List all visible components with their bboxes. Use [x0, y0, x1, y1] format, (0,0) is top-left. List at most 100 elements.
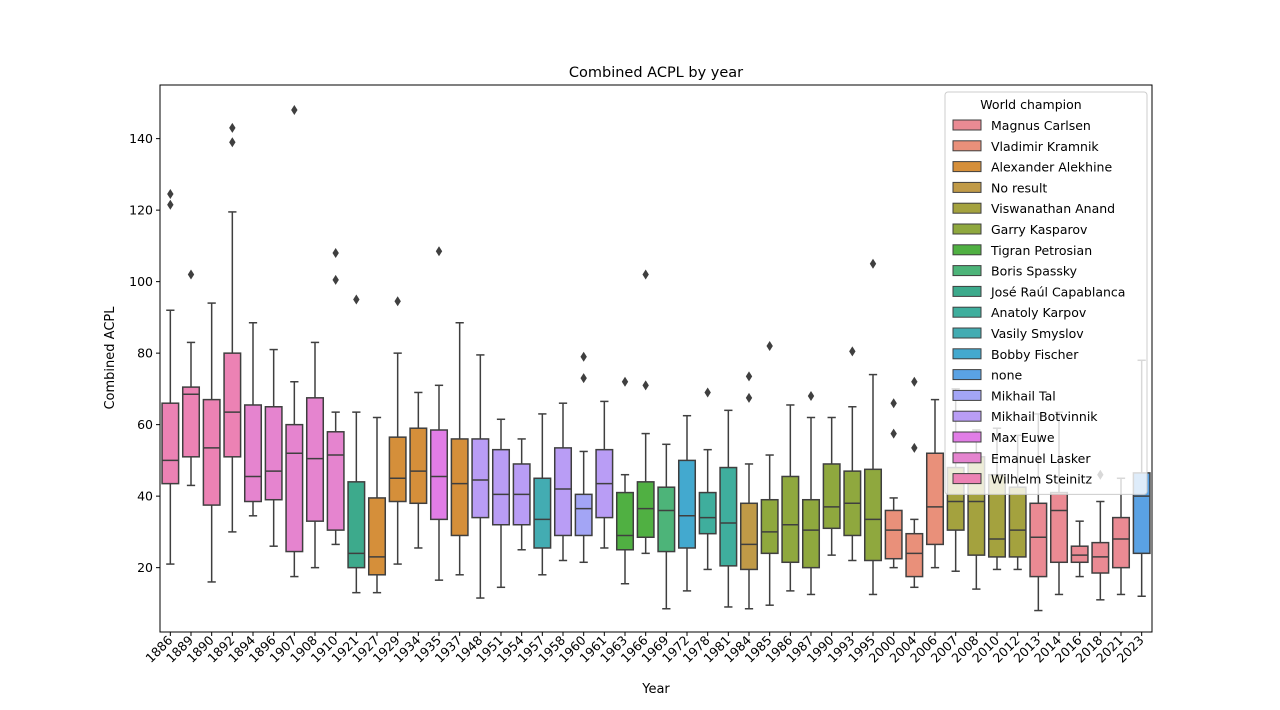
legend-entry: Bobby Fischer: [952, 347, 1079, 362]
legend-swatch: [952, 202, 982, 214]
legend-swatch: [952, 431, 982, 443]
box-1910: [326, 248, 345, 546]
outlier-point: [167, 199, 174, 210]
chart-title: Combined ACPL by year: [569, 65, 743, 81]
legend: World champion Magnus Carlsen Vladimir Kra…: [944, 91, 1148, 495]
y-tick-label: 120: [129, 203, 153, 218]
plot-frame: [159, 84, 1153, 633]
legend-label: Alexander Alekhine: [991, 160, 1112, 175]
box-iqr: [1070, 545, 1089, 564]
legend-label: Magnus Carlsen: [991, 118, 1091, 133]
legend-swatch: [952, 223, 982, 235]
box-iqr: [471, 438, 490, 519]
outlier-point: [394, 296, 401, 307]
legend-swatch: [952, 306, 982, 318]
legend-label: Wilhelm Steinitz: [991, 472, 1093, 487]
box-1921: [347, 294, 366, 594]
box-iqr: [181, 386, 201, 458]
box-iqr: [636, 481, 655, 539]
box-1907: [285, 105, 304, 578]
box-1961: [595, 400, 614, 549]
box-1937: [450, 321, 469, 576]
legend-label: Mikhail Tal: [991, 388, 1056, 403]
outlier-point: [745, 392, 753, 403]
box-iqr: [574, 493, 593, 537]
box-1978: [698, 387, 717, 571]
box-iqr: [1111, 516, 1131, 569]
box-1995: [863, 258, 883, 596]
outlier-point: [911, 376, 918, 387]
box-iqr: [698, 491, 717, 535]
outlier-point: [435, 246, 443, 257]
y-tick-label: 140: [129, 131, 153, 146]
legend-swatch: [952, 389, 982, 401]
y-tick-label: 60: [137, 417, 153, 432]
box-iqr: [285, 423, 304, 553]
box-iqr: [491, 448, 511, 526]
box-1972: [677, 414, 697, 592]
legend-label: Vladimir Kramnik: [991, 139, 1099, 154]
box-1934: [409, 391, 428, 549]
y-tick-label: 100: [129, 274, 153, 289]
box-iqr: [1091, 541, 1110, 574]
legend-entry: Emanuel Lasker: [952, 451, 1091, 466]
legend-swatch: [952, 410, 982, 422]
box-iqr: [326, 431, 345, 531]
outlier-point: [642, 269, 649, 280]
box-iqr: [264, 406, 283, 501]
outlier-point: [332, 248, 339, 259]
box-iqr: [760, 498, 779, 555]
y-axis-label: Combined ACPL: [103, 306, 118, 410]
box-1963: [615, 376, 635, 585]
legend-entry: Vladimir Kramnik: [952, 139, 1099, 154]
legend-label: Emanuel Lasker: [991, 451, 1091, 466]
box-1990: [822, 416, 841, 556]
box-iqr: [409, 427, 428, 505]
outlier-point: [704, 387, 711, 398]
box-iqr: [801, 498, 821, 569]
legend-swatch: [952, 140, 982, 152]
outlier-point: [766, 340, 773, 351]
legend-swatch: [952, 369, 982, 381]
box-2006: [925, 398, 945, 569]
legend-swatch: [952, 161, 982, 173]
box-1960: [574, 351, 593, 564]
outlier-point: [332, 274, 339, 285]
legend-entry: Alexander Alekhine: [952, 160, 1112, 175]
outlier-point: [167, 189, 174, 200]
box-iqr: [719, 466, 738, 567]
legend-entry: Tigran Petrosian: [952, 243, 1092, 258]
box-1894: [243, 321, 263, 517]
box-1890: [202, 302, 221, 583]
legend-entry: Wilhelm Steinitz: [952, 472, 1093, 487]
legend-label: Mikhail Botvinnik: [991, 409, 1098, 424]
box-1929: [388, 296, 407, 565]
outlier-point: [291, 105, 298, 116]
box-iqr: [450, 438, 469, 537]
box-1957: [533, 413, 552, 576]
legend-swatch: [952, 473, 982, 485]
box-iqr: [1049, 491, 1069, 564]
box-1892: [223, 122, 242, 533]
legend-label: Boris Spassky: [991, 264, 1078, 279]
box-iqr: [781, 475, 800, 564]
legend-entry: Garry Kasparov: [952, 222, 1088, 237]
legend-label: José Raúl Capablanca: [990, 284, 1125, 299]
x-axis-label: Year: [641, 682, 670, 697]
legend-frame: [944, 91, 1148, 495]
outlier-point: [229, 137, 236, 148]
box-1886: [161, 189, 180, 565]
box-1958: [553, 402, 573, 562]
legend-entry: Max Euwe: [952, 430, 1055, 445]
outlier-point: [869, 258, 877, 269]
legend-swatch: [952, 265, 982, 277]
legend-swatch: [952, 181, 982, 193]
legend-label: none: [991, 368, 1022, 383]
outlier-point: [229, 122, 236, 133]
box-2021: [1111, 477, 1131, 596]
box-iqr: [223, 352, 242, 458]
outlier-point: [353, 294, 360, 305]
legend-entry: Boris Spassky: [952, 264, 1078, 279]
legend-entry: Vasily Smyslov: [952, 326, 1084, 341]
box-iqr: [161, 402, 180, 485]
